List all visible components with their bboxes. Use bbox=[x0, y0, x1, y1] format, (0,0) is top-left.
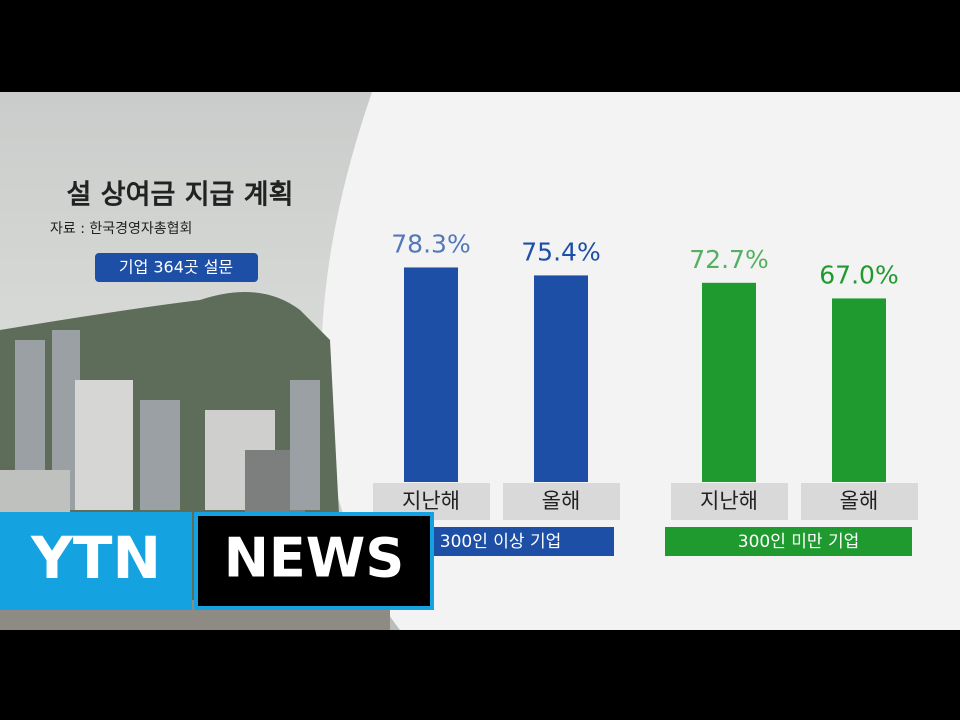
group-label-box bbox=[665, 527, 912, 556]
logo-right: NEWS bbox=[224, 527, 405, 590]
logo-left-box bbox=[0, 512, 192, 610]
annotation: 기업 364곳 설문 bbox=[119, 258, 233, 277]
value-label: 72.7% bbox=[689, 245, 768, 274]
category-label: 올해 bbox=[542, 489, 581, 513]
category-box bbox=[503, 483, 620, 520]
value-label: 75.4% bbox=[521, 237, 600, 266]
logo-right-box bbox=[194, 512, 434, 610]
source: 자료 : 한국경영자총협회 bbox=[50, 221, 192, 237]
group-label: 300인 이상 기업 bbox=[440, 532, 561, 552]
logo-left: YTN bbox=[30, 524, 161, 592]
plot: 300인 이상 기업 78.3% 지난해 75.4% 올해 300인 미만 기업 72.7%… bbox=[367, 229, 918, 556]
value-label: 78.3% bbox=[391, 229, 470, 258]
category-label: 올해 bbox=[840, 489, 879, 513]
category-box bbox=[671, 483, 788, 520]
value-label: 67.0% bbox=[819, 260, 898, 289]
letterbox-bottom bbox=[0, 630, 960, 720]
group-label: 300인 미만 기업 bbox=[738, 532, 859, 552]
bar bbox=[534, 275, 588, 482]
bar bbox=[404, 267, 458, 482]
annotation-badge bbox=[95, 253, 258, 282]
bar bbox=[832, 298, 886, 482]
chart-title: 설 상여금 지급 계획 bbox=[67, 180, 294, 211]
letterbox-top bbox=[0, 0, 960, 92]
category-label: 지난해 bbox=[402, 489, 460, 513]
bar bbox=[702, 282, 756, 482]
category-label: 지난해 bbox=[700, 489, 758, 513]
category-box bbox=[801, 483, 918, 520]
logo: YTN NEWS bbox=[0, 512, 434, 610]
